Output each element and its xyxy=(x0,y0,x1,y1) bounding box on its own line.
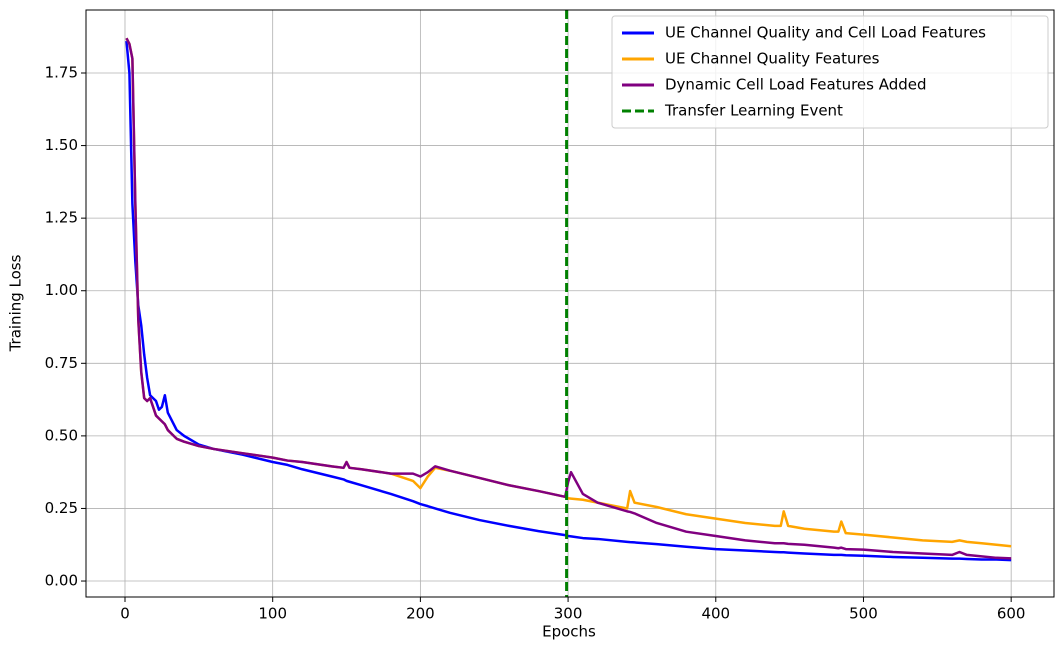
x-tick-label: 400 xyxy=(701,605,730,623)
legend-box xyxy=(611,15,1049,129)
y-axis-label: Training Loss xyxy=(7,254,25,352)
y-tick-label: 0.50 xyxy=(45,426,78,444)
y-tick-label: 1.50 xyxy=(45,136,78,154)
y-tick-label: 1.00 xyxy=(45,281,78,299)
x-tick-label: 500 xyxy=(849,605,878,623)
y-tick-label: 1.25 xyxy=(45,209,78,227)
x-tick-label: 0 xyxy=(120,605,130,623)
data-line xyxy=(125,40,1012,562)
x-axis-label: Epochs xyxy=(542,623,596,641)
legend-label: Dynamic Cell Load Features Added xyxy=(665,76,927,94)
x-tick-label: 200 xyxy=(406,605,435,623)
x-tick-label: 300 xyxy=(554,605,583,623)
legend-label: UE Channel Quality and Cell Load Feature… xyxy=(665,24,986,42)
plot-frame xyxy=(85,9,1055,598)
x-tick-label: 600 xyxy=(997,605,1026,623)
y-tick-label: 0.25 xyxy=(45,499,78,517)
y-tick-label: 1.75 xyxy=(45,63,78,81)
y-tick-label: 0.00 xyxy=(45,572,78,590)
data-line xyxy=(125,37,1012,560)
legend-label: Transfer Learning Event xyxy=(664,102,843,120)
x-tick-label: 100 xyxy=(258,605,287,623)
y-tick-label: 0.75 xyxy=(45,354,78,372)
legend-label: UE Channel Quality Features xyxy=(665,50,880,68)
